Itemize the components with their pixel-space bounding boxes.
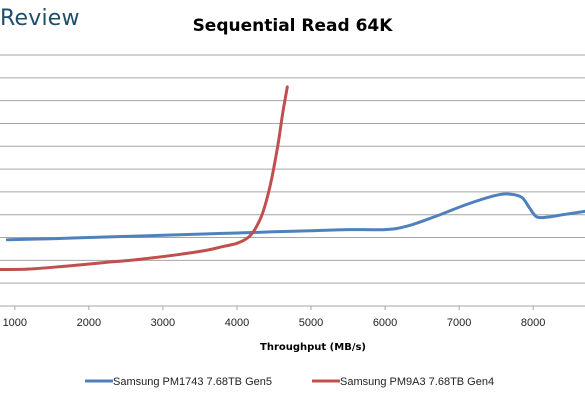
grid-lines [0, 54, 585, 307]
chart-title: Sequential Read 64K [192, 16, 393, 36]
legend: Samsung PM1743 7.68TB Gen5 Samsung PM9A3… [85, 376, 494, 388]
x-tick-label: 3000 [151, 317, 175, 329]
x-tick-label: 6000 [373, 317, 397, 329]
x-axis-ticks: 1000 2000 3000 4000 5000 6000 7000 8000 [3, 306, 545, 329]
series-line-0 [5, 192, 585, 242]
legend-label-series-1: Samsung PM9A3 7.68TB Gen4 [340, 376, 494, 388]
series-line-1 [0, 85, 289, 271]
x-tick-label: 8000 [521, 317, 545, 329]
brand-logo-text: Review [0, 6, 80, 31]
x-tick-label: 4000 [225, 317, 249, 329]
x-tick-label: 5000 [299, 317, 323, 329]
x-tick-label: 2000 [77, 317, 101, 329]
x-tick-label: 7000 [447, 317, 471, 329]
legend-label-series-0: Samsung PM1743 7.68TB Gen5 [113, 376, 272, 388]
x-axis-label: Throughput (MB/s) [260, 342, 366, 353]
series-layer [0, 85, 585, 271]
x-tick-label: 1000 [3, 317, 27, 329]
